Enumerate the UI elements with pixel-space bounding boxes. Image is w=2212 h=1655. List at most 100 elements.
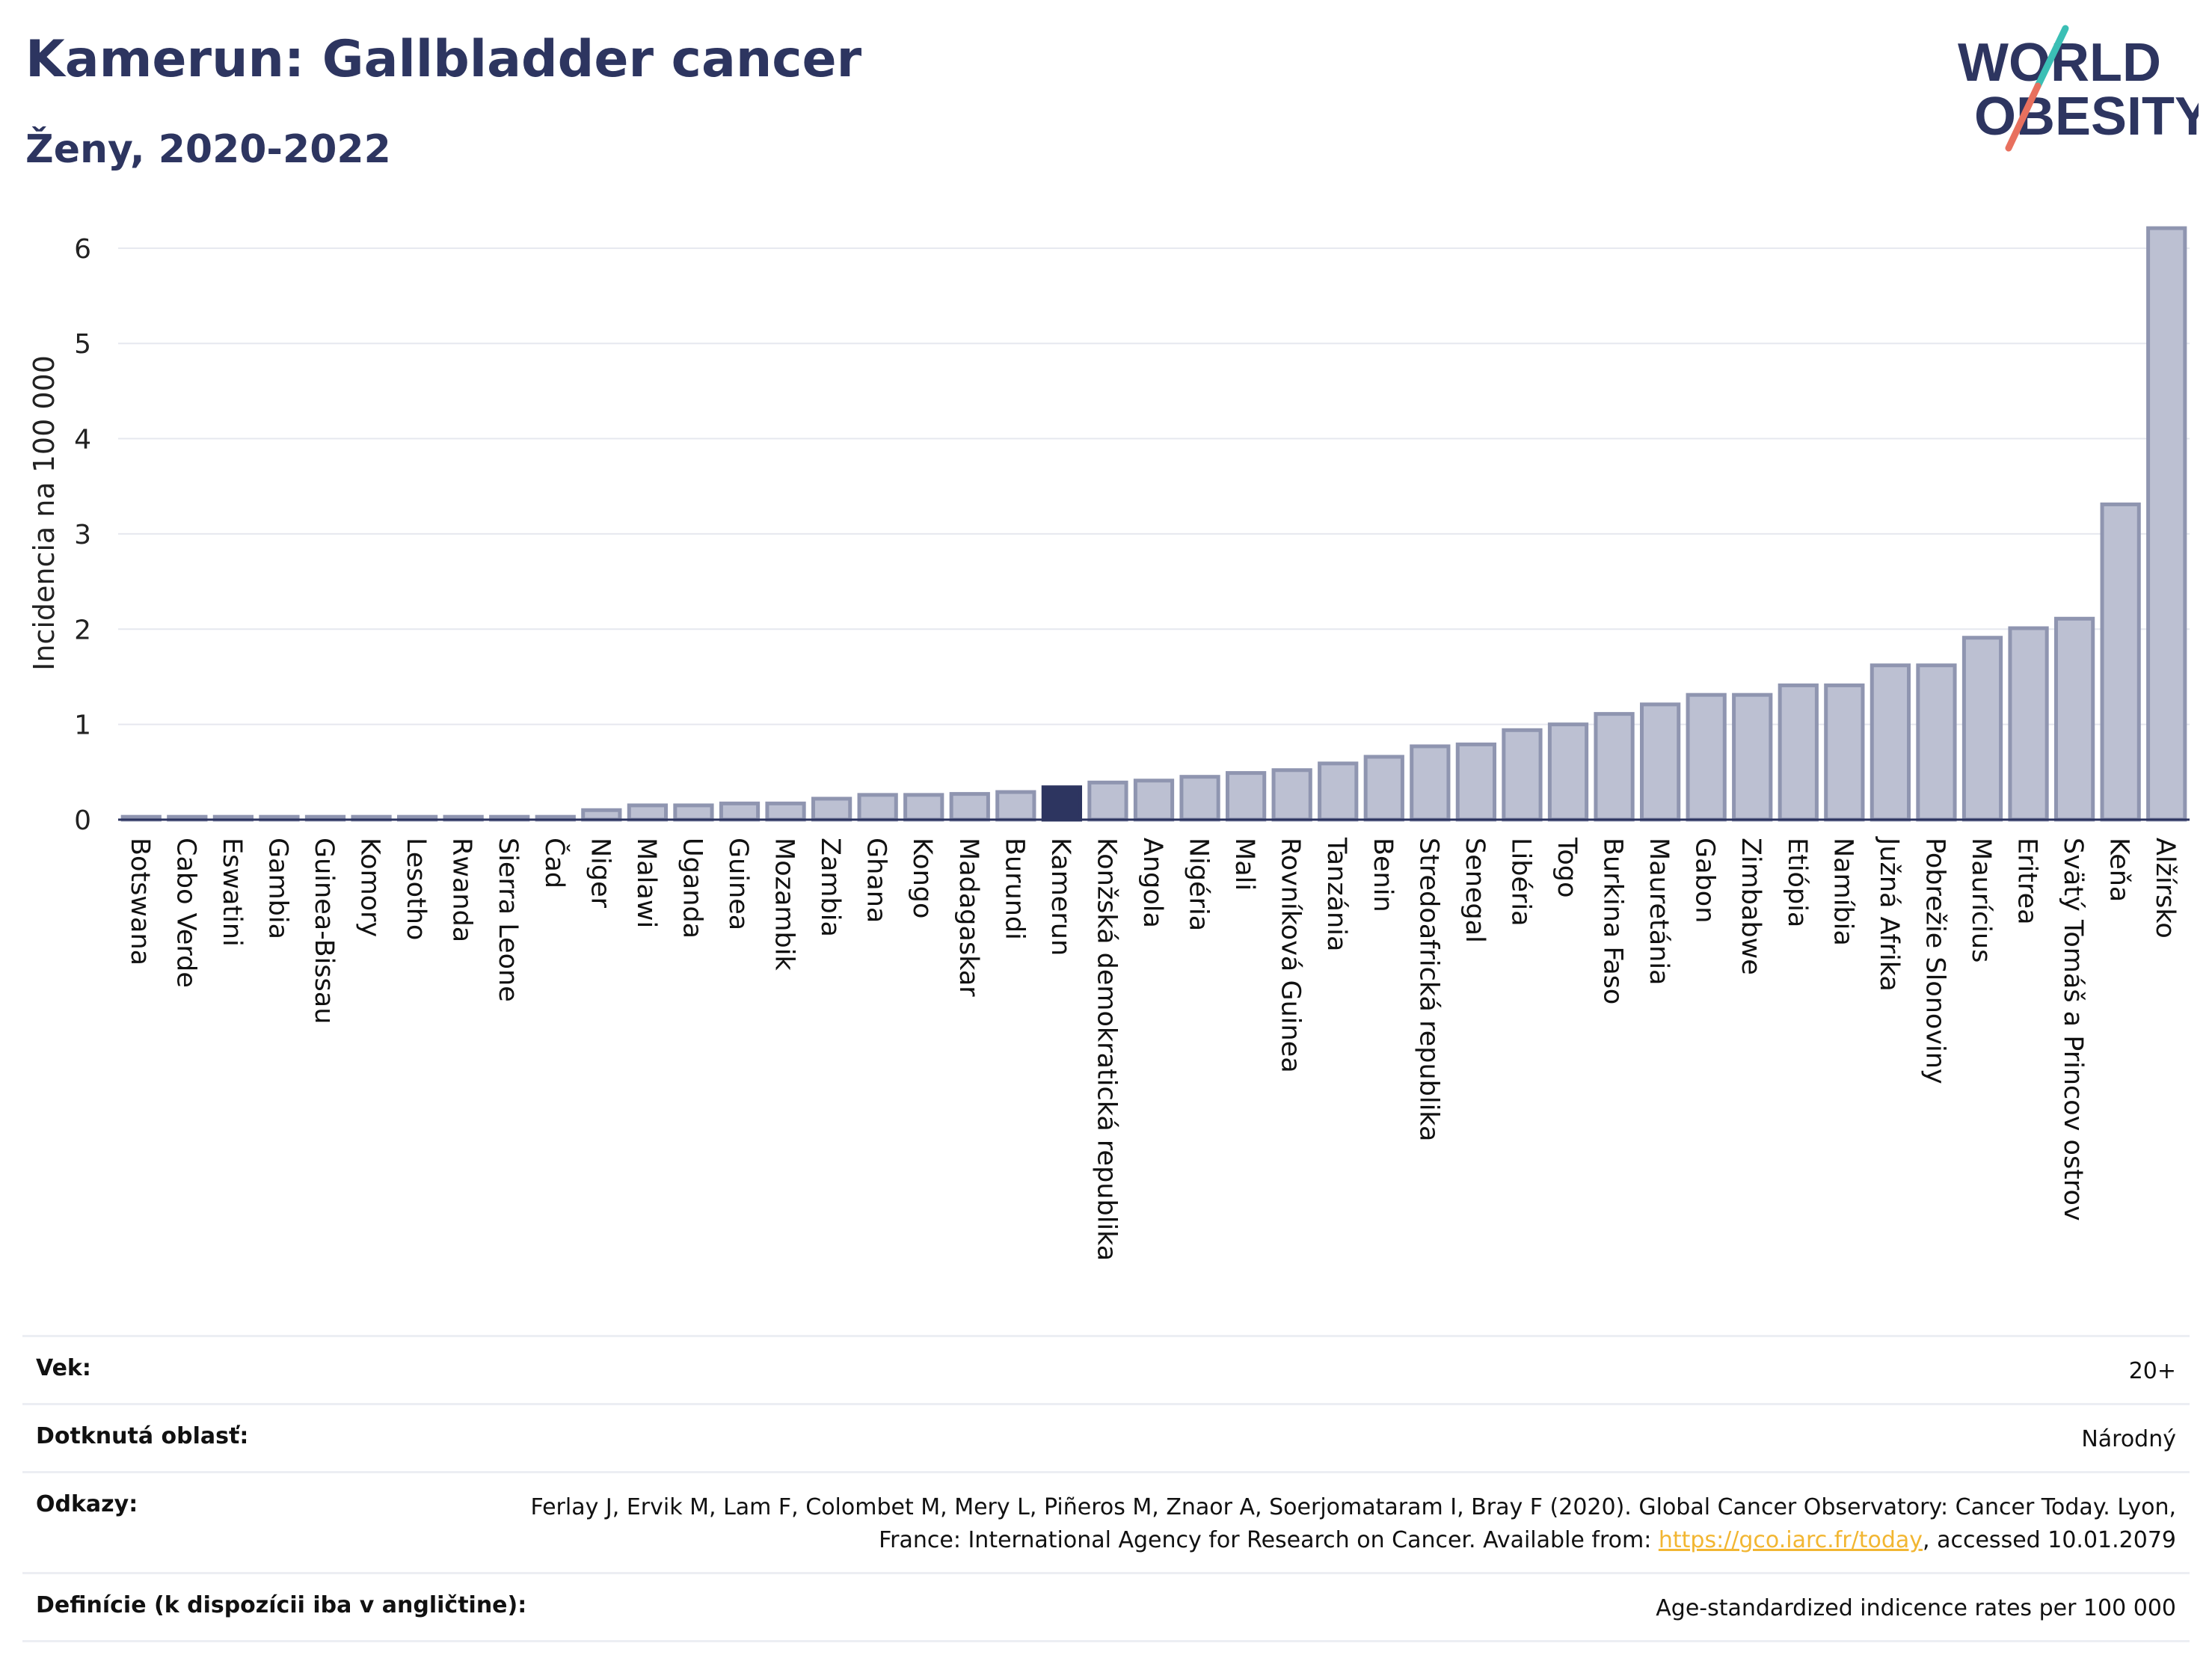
logo-slash-bottom-icon [2005, 82, 2042, 152]
bar [1824, 683, 1865, 822]
area-label: Dotknutá oblasť: [36, 1423, 249, 1449]
bar [1318, 761, 1359, 822]
y-tick-label: 2 [74, 615, 91, 645]
bar [2008, 626, 2049, 822]
bar [1455, 742, 1497, 822]
grid-lines [118, 247, 2190, 725]
bar [1961, 636, 2003, 822]
bar [1547, 722, 1589, 822]
x-tick-label: Svätý Tomáš a Princov ostrov [2058, 838, 2088, 1221]
x-tick-label: Keňa [2104, 838, 2134, 902]
x-tick-label: Burundi [999, 838, 1029, 940]
x-tick-label: Maurícius [1966, 838, 1996, 962]
x-tick-label: Kongo [907, 838, 937, 918]
x-tick-label: Ghana [861, 838, 891, 923]
y-tick-label: 4 [74, 425, 91, 455]
y-tick-label: 1 [74, 710, 91, 741]
bar [1502, 728, 1543, 822]
x-tick-label: Namíbia [1828, 838, 1858, 946]
bar [719, 801, 761, 822]
bar [1041, 785, 1083, 822]
area-value: Národný [2081, 1426, 2176, 1452]
y-tick-label: 5 [74, 329, 91, 360]
chart-subtitle: Ženy, 2020-2022 [25, 127, 391, 172]
x-tick-label: Nigéria [1184, 838, 1214, 931]
bar [2100, 502, 2141, 822]
bar [581, 808, 622, 822]
y-tick-label: 6 [74, 234, 91, 265]
bar [1271, 768, 1312, 822]
x-tick-label: Gambia [262, 838, 292, 939]
x-tick-label: Konžská demokratická republika [1091, 838, 1121, 1261]
y-tick-labels: 0 1 2 3 4 5 6 [74, 234, 91, 836]
x-tick-label: Lesotho [401, 838, 431, 940]
chart-title: Kamerun: Gallbladder cancer [25, 30, 862, 89]
bar [949, 792, 990, 822]
age-value: 20+ [2128, 1358, 2176, 1384]
bar [1087, 780, 1128, 822]
x-tick-label: Botswana [125, 838, 155, 965]
references-accessed: , accessed 10.01.2079 [1923, 1527, 2176, 1553]
x-tick-label: Cabo Verde [170, 838, 200, 988]
info-row-age: Vek: 20+ [22, 1335, 2190, 1403]
x-tick-label: Gabon [1690, 838, 1720, 923]
x-tick-label: Stredoafrická republika [1413, 838, 1443, 1141]
x-tick-label: Mali [1229, 838, 1259, 891]
bar [2146, 226, 2187, 822]
x-tick-label: Čad [539, 838, 571, 888]
x-tick-label: Južná Afrika [1874, 836, 1904, 992]
x-tick-label: Alžírsko [2150, 838, 2180, 939]
bar [995, 790, 1036, 822]
x-tick-label: Angola [1137, 838, 1167, 928]
info-table: Vek: 20+ Dotknutá oblasť: Národný Odkazy… [22, 1335, 2190, 1642]
x-tick-label: Mauretánia [1644, 838, 1674, 986]
y-tick-label: 3 [74, 520, 91, 550]
bar [1179, 775, 1220, 822]
bar [1639, 702, 1681, 822]
info-row-definitions: Definície (k dispozícii iba v angličtine… [22, 1572, 2190, 1642]
x-tick-label: Rwanda [447, 838, 477, 942]
info-row-area: Dotknutá oblasť: Národný [22, 1403, 2190, 1471]
bar [1870, 663, 1911, 822]
world-obesity-logo: WORLD OBESITY [1958, 25, 2199, 152]
x-tick-label: Sierra Leone [493, 838, 523, 1002]
x-tick-label: Madagaskar [953, 838, 983, 997]
bar [1225, 771, 1267, 822]
bar [1594, 712, 1635, 822]
logo-slash-top-icon [2034, 25, 2069, 90]
references-text: Ferlay J, Ervik M, Lam F, Colombet M, Me… [530, 1494, 2176, 1553]
references-label: Odkazy: [36, 1491, 138, 1517]
x-tick-label: Guinea-Bissau [309, 838, 339, 1024]
x-tick-label: Rovníková Guinea [1276, 838, 1306, 1073]
bars [120, 226, 2187, 822]
bar [1133, 779, 1175, 822]
x-tick-label: Benin [1368, 838, 1398, 912]
bar [1732, 693, 1773, 822]
x-tick-label: Mozambik [769, 838, 799, 971]
age-label: Vek: [36, 1355, 91, 1381]
x-tick-label: Eswatini [217, 838, 247, 947]
x-tick-label: Togo [1552, 837, 1582, 897]
bar [765, 801, 806, 822]
y-axis-label: Incidencia na 100 000 [28, 355, 61, 671]
bar [673, 803, 714, 822]
bar [903, 793, 944, 822]
x-tick-label: Etiópia [1782, 838, 1812, 927]
x-tick-label: Guinea [723, 838, 753, 930]
x-tick-label: Tanzánia [1321, 837, 1351, 951]
bar [1410, 744, 1451, 822]
references-link[interactable]: https://gco.iarc.fr/today [1658, 1527, 1923, 1553]
bar [627, 803, 669, 822]
bar [1778, 683, 1819, 822]
bar [1363, 755, 1404, 822]
x-tick-label: Zambia [815, 838, 845, 937]
bar [2053, 616, 2095, 822]
bar [857, 793, 898, 822]
x-tick-label: Eritrea [2012, 838, 2042, 925]
definitions-label: Definície (k dispozícii iba v angličtine… [36, 1592, 527, 1618]
x-tick-label: Burkina Faso [1598, 838, 1628, 1004]
x-tick-label: Zimbabwe [1736, 838, 1766, 975]
references-value: Ferlay J, Ervik M, Lam F, Colombet M, Me… [471, 1491, 2176, 1557]
x-tick-label: Libéria [1505, 838, 1535, 927]
info-row-references: Odkazy: Ferlay J, Ervik M, Lam F, Colomb… [22, 1471, 2190, 1572]
